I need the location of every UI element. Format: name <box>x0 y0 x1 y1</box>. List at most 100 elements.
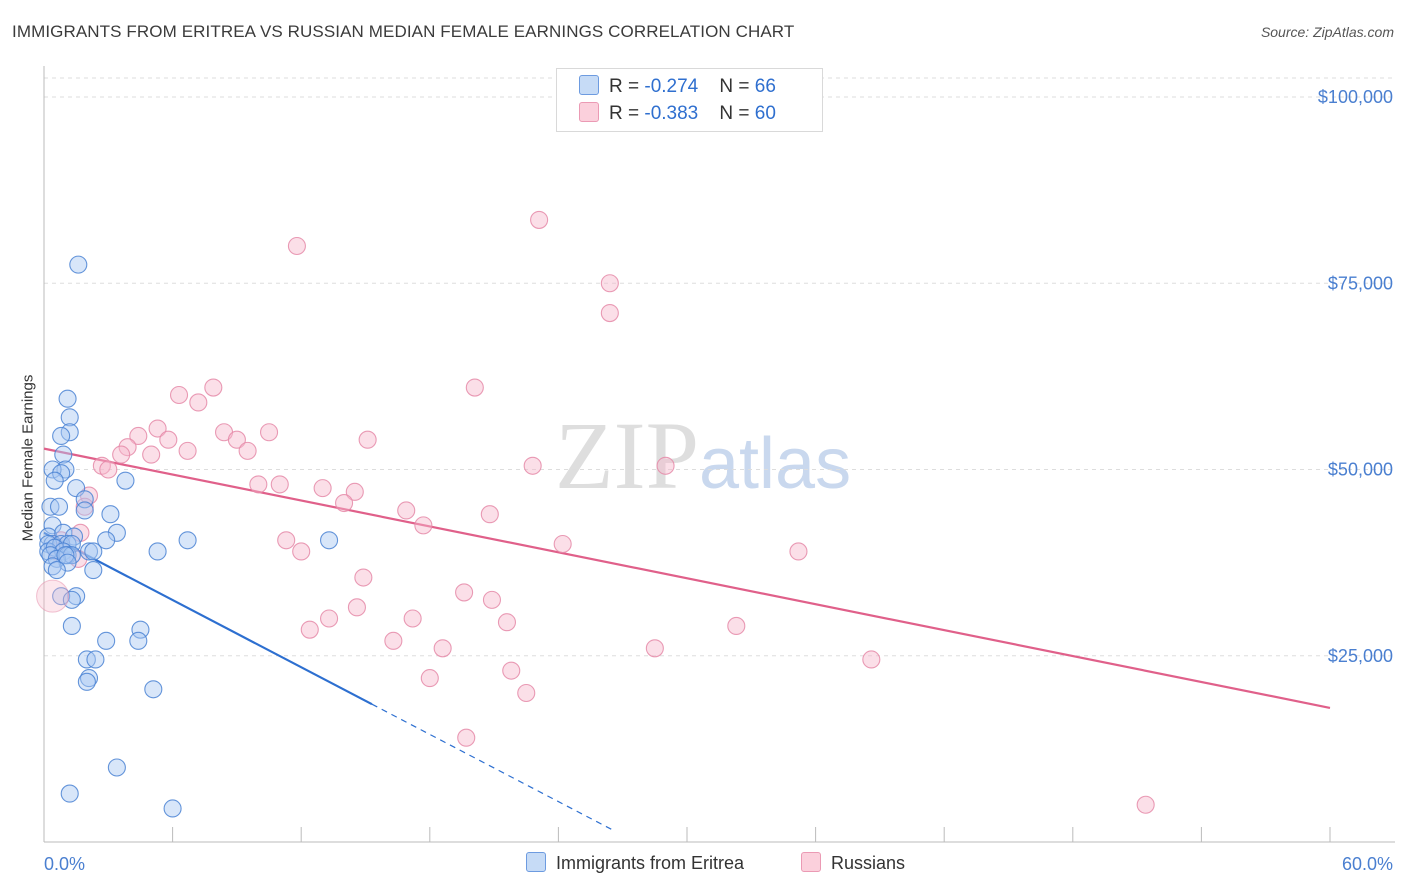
point-russians <box>227 430 246 449</box>
watermark: ZIPatlas <box>555 400 851 511</box>
point-eritrea <box>52 464 71 483</box>
point-eritrea <box>52 426 71 446</box>
point-russians <box>178 441 197 460</box>
x-tick-label: 0.0% <box>44 854 85 874</box>
point-eritrea <box>129 631 148 650</box>
legend-n-value: 60 <box>754 103 776 124</box>
point-eritrea <box>86 650 105 669</box>
point-eritrea <box>97 631 116 650</box>
point-russians <box>502 661 521 680</box>
point-eritrea <box>58 553 77 572</box>
bottom-legend-swatch-eritrea <box>526 852 546 872</box>
point-russians <box>414 516 433 535</box>
point-russians <box>862 650 881 669</box>
legend-r-value: -0.383 <box>644 103 699 124</box>
point-eritrea <box>62 590 81 609</box>
bottom-legend-label-russians: Russians <box>831 853 906 873</box>
point-russians <box>313 479 332 498</box>
point-eritrea <box>62 616 81 636</box>
point-eritrea <box>79 542 99 561</box>
bottom-legend-russians: Russians <box>801 852 905 874</box>
point-eritrea <box>43 516 62 535</box>
point-russians <box>1136 795 1155 814</box>
point-russians <box>553 534 572 554</box>
point-russians <box>384 631 403 650</box>
watermark-zip: ZIP <box>555 402 699 509</box>
point-russians <box>292 542 311 561</box>
point-eritrea <box>97 531 116 550</box>
point-russians <box>656 456 675 475</box>
y-tick-label: $25,000 <box>1328 646 1393 666</box>
point-russians <box>118 438 137 457</box>
watermark-atlas: atlas <box>699 424 852 504</box>
legend-n-value: 66 <box>754 76 776 97</box>
y-tick-label: $75,000 <box>1328 273 1393 293</box>
point-russians <box>403 609 422 628</box>
point-russians <box>433 639 452 658</box>
point-russians <box>600 274 619 293</box>
point-russians <box>148 419 167 438</box>
trend-line-extension-eritrea <box>371 703 613 831</box>
point-russians <box>169 385 189 405</box>
point-russians <box>789 542 808 561</box>
point-russians <box>727 616 746 636</box>
point-eritrea <box>163 799 182 818</box>
point-russians <box>287 236 306 256</box>
bottom-legend-swatch-russians <box>801 852 821 872</box>
point-russians <box>320 609 339 628</box>
trend-lines <box>43 447 1331 831</box>
point-eritrea <box>60 408 79 427</box>
legend-n-label: N = <box>719 103 755 124</box>
point-eritrea <box>178 531 197 550</box>
data-points <box>36 210 1155 818</box>
point-russians <box>204 378 223 397</box>
legend-swatch-russians <box>579 102 599 122</box>
point-eritrea <box>320 531 339 550</box>
point-russians <box>249 475 268 494</box>
point-russians <box>397 501 416 520</box>
gridlines <box>44 77 1395 657</box>
point-eritrea <box>56 546 75 565</box>
point-eritrea <box>84 561 103 580</box>
point-russians <box>238 441 257 460</box>
legend-r-label: R = <box>609 103 645 124</box>
point-russians <box>335 493 354 513</box>
point-russians <box>457 728 476 747</box>
point-eritrea <box>144 680 163 699</box>
point-russians <box>347 598 366 617</box>
y-tick-label: $100,000 <box>1318 87 1393 107</box>
source-label: Source: ZipAtlas.com <box>1260 24 1394 40</box>
point-eritrea <box>45 471 64 490</box>
bottom-legend-label-eritrea: Immigrants from Eritrea <box>556 853 745 873</box>
point-russians <box>465 378 484 397</box>
point-eritrea <box>60 784 79 803</box>
y-tick-label: $50,000 <box>1328 460 1393 480</box>
point-russians <box>482 590 502 609</box>
point-eritrea <box>107 523 126 542</box>
point-eritrea <box>84 542 103 561</box>
point-russians <box>530 210 549 229</box>
point-eritrea <box>49 497 69 516</box>
point-russians <box>36 579 70 613</box>
legend-n-label: N = <box>719 76 755 97</box>
point-russians <box>112 445 131 464</box>
point-russians <box>358 430 377 449</box>
point-eritrea <box>131 620 150 639</box>
point-russians <box>99 460 118 479</box>
point-russians <box>420 669 439 688</box>
point-eritrea <box>101 505 120 524</box>
point-eritrea <box>69 255 88 274</box>
legend-row-eritrea: R = -0.274 N = 66 <box>579 75 776 101</box>
point-eritrea <box>43 460 62 479</box>
legend-r-label: R = <box>609 76 645 97</box>
point-russians <box>523 456 542 475</box>
legend-row-russians: R = -0.383 N = 60 <box>579 102 776 128</box>
point-eritrea <box>60 423 79 442</box>
point-eritrea <box>58 389 77 408</box>
x-tick-label: 60.0% <box>1342 854 1393 874</box>
point-eritrea <box>77 672 96 691</box>
trend-line-russians <box>43 447 1331 709</box>
point-russians <box>354 568 373 587</box>
point-russians <box>455 583 474 602</box>
